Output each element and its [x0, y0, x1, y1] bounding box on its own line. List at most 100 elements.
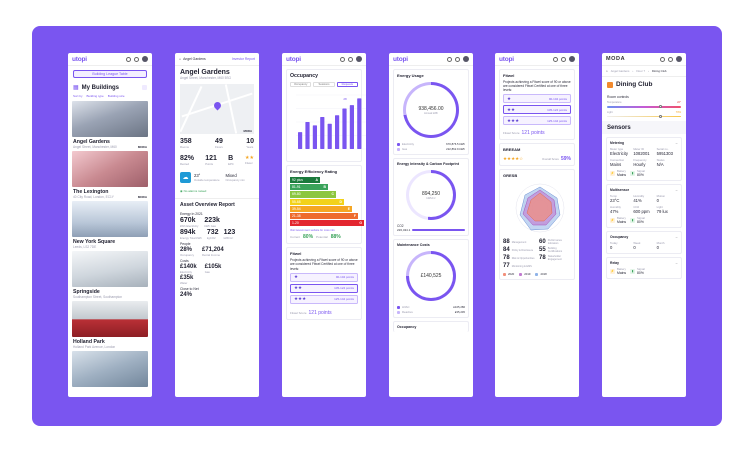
- field-value: N/A: [656, 162, 664, 168]
- star-icon: ★★: [507, 106, 516, 112]
- filter-size[interactable]: Building size: [107, 94, 125, 98]
- fitwel-score-value: 121 points: [521, 130, 545, 137]
- refresh-icon[interactable]: [455, 56, 460, 62]
- bar[interactable]: [335, 115, 340, 149]
- search-icon[interactable]: [447, 56, 452, 62]
- building-card[interactable]: Holland Park Holland Park Avenue, London: [68, 301, 152, 349]
- home-icon[interactable]: ⌂: [606, 69, 608, 73]
- legend-label: 2018: [540, 272, 547, 277]
- arrow-right-icon[interactable]: →: [675, 188, 678, 193]
- building-card[interactable]: Angel Gardens Angel Street, Manchester, …: [68, 101, 152, 149]
- app-logo[interactable]: MODA: [606, 56, 626, 62]
- building-photo: [72, 101, 148, 137]
- search-icon[interactable]: [553, 56, 558, 62]
- app-logo[interactable]: utopi: [72, 55, 87, 63]
- map[interactable]: MODA: [180, 84, 254, 134]
- bar[interactable]: [320, 116, 325, 149]
- chevron-right-icon: ›: [648, 69, 649, 73]
- search-icon[interactable]: [340, 56, 345, 62]
- arrow-right-icon[interactable]: →: [675, 141, 678, 146]
- avatar[interactable]: [142, 56, 148, 62]
- avatar[interactable]: [676, 56, 682, 62]
- occupancy-sensor-card[interactable]: Occupancy → Today 0 Week 0 Month 0: [606, 231, 682, 255]
- app-logo[interactable]: utopi: [286, 55, 301, 63]
- field-label: Connection: [610, 158, 625, 163]
- maintenance-costs-card: Maintenance Costs £140,525 HVAC £105,280 …: [393, 239, 469, 318]
- star-icon: ★★★: [294, 296, 307, 302]
- league-table-button[interactable]: Building League Table: [73, 70, 147, 78]
- tab-requests[interactable]: Requests: [336, 82, 358, 87]
- app-logo[interactable]: utopi: [393, 55, 408, 63]
- light-slider[interactable]: [607, 115, 681, 118]
- filter-sort[interactable]: Sort by: [73, 94, 83, 98]
- avatar[interactable]: [569, 56, 575, 62]
- energy-value: 123: [223, 229, 236, 236]
- slider-handle[interactable]: [658, 115, 662, 118]
- fitwel-description: Projects achieving a Fitwel score of 90 …: [290, 258, 358, 271]
- energy-label: kWh Electricity: [180, 224, 199, 228]
- avatar[interactable]: [356, 56, 362, 62]
- field-value: 0: [633, 245, 636, 251]
- band-range: 81-91: [292, 185, 301, 190]
- chip-value: Mains: [617, 173, 627, 178]
- bar[interactable]: [305, 122, 310, 149]
- building-address: Leeds, LS2 7DE: [73, 245, 97, 249]
- co2-bar: [412, 229, 465, 231]
- cost-label: Gas: [204, 270, 210, 274]
- building-address: 40 City Road, London, EC1Y: [73, 195, 114, 199]
- legend-swatch: [535, 272, 539, 276]
- arrow-right-icon[interactable]: →: [675, 235, 678, 240]
- relay-card[interactable]: Relay → ⚡ Battery Mains ▮ Signal 80%: [606, 257, 682, 280]
- legend-swatch: [519, 272, 523, 276]
- arrow-right-icon[interactable]: →: [675, 261, 678, 266]
- bar[interactable]: [298, 132, 303, 149]
- control-value: 70%: [675, 110, 681, 114]
- building-card[interactable]: New York Square Leeds, LS2 7DE: [68, 201, 152, 249]
- brand-logo: MODA: [137, 145, 147, 149]
- metering-card[interactable]: Metering → Meter type Electricity Meter ID…: [606, 137, 682, 182]
- people-value: 28%: [180, 247, 193, 253]
- fitwel-description: Projects achieving a Fitwel score of 90 …: [503, 80, 571, 93]
- net-value: 24%: [180, 292, 193, 298]
- bar[interactable]: [327, 123, 332, 149]
- search-icon[interactable]: [660, 56, 665, 62]
- search-icon[interactable]: [126, 56, 131, 62]
- refresh-icon[interactable]: [668, 56, 673, 62]
- building-card[interactable]: The Lexington 40 City Road, London, EC1Y…: [68, 151, 152, 199]
- bar[interactable]: [312, 125, 317, 149]
- stat-label: Floors: [215, 145, 223, 149]
- bar[interactable]: [357, 98, 362, 149]
- radar-series-2020: [526, 193, 553, 222]
- home-icon[interactable]: ⌂: [179, 57, 182, 61]
- screen-room-detail: MODA ⌂ Angel Gardens › Floor 7 › Dining …: [602, 53, 686, 397]
- building-card[interactable]: Springside Southampton Street, Southampt…: [68, 251, 152, 299]
- app-logo[interactable]: utopi: [499, 55, 514, 63]
- building-photo[interactable]: [72, 351, 148, 387]
- refresh-icon[interactable]: [348, 56, 353, 62]
- filter-type[interactable]: Building type: [86, 94, 104, 98]
- refresh-icon[interactable]: [134, 56, 139, 62]
- control-value: 22°: [677, 101, 681, 104]
- bar[interactable]: [349, 105, 354, 149]
- tab-sessions[interactable]: Sessions: [313, 82, 335, 87]
- energy-usage-donut: 938,456.00 Annual kWh: [403, 82, 459, 138]
- section-heading: People: [180, 242, 191, 246]
- slider-handle[interactable]: [658, 105, 662, 109]
- band-letter: B: [323, 185, 326, 190]
- refresh-icon[interactable]: [561, 56, 566, 62]
- chip-value: 80%: [637, 220, 644, 225]
- government-link[interactable]: Visit Government website for more info: [290, 229, 335, 233]
- energy-usage-card: Energy Usage 938,456.00 Annual kWh Elect…: [393, 69, 469, 155]
- energy-intensity-donut: 894,250 kWh/m²: [406, 170, 456, 220]
- multisensor-card[interactable]: Multisensor → Temp 23°C Humidity 41% Motion…: [606, 184, 682, 229]
- breadcrumb-item[interactable]: Angel Gardens: [610, 69, 630, 73]
- temperature-slider[interactable]: [607, 105, 681, 109]
- bar[interactable]: [342, 108, 347, 150]
- breadcrumb-item[interactable]: Floor 7: [636, 69, 646, 73]
- grid-view-icon[interactable]: [142, 85, 147, 90]
- breadcrumb[interactable]: Angel Gardens: [183, 57, 206, 61]
- avatar[interactable]: [463, 56, 469, 62]
- building-photo: [72, 301, 148, 337]
- tab-occupancy[interactable]: Occupancy: [290, 82, 312, 87]
- investor-report-link[interactable]: Investor Report: [231, 57, 255, 61]
